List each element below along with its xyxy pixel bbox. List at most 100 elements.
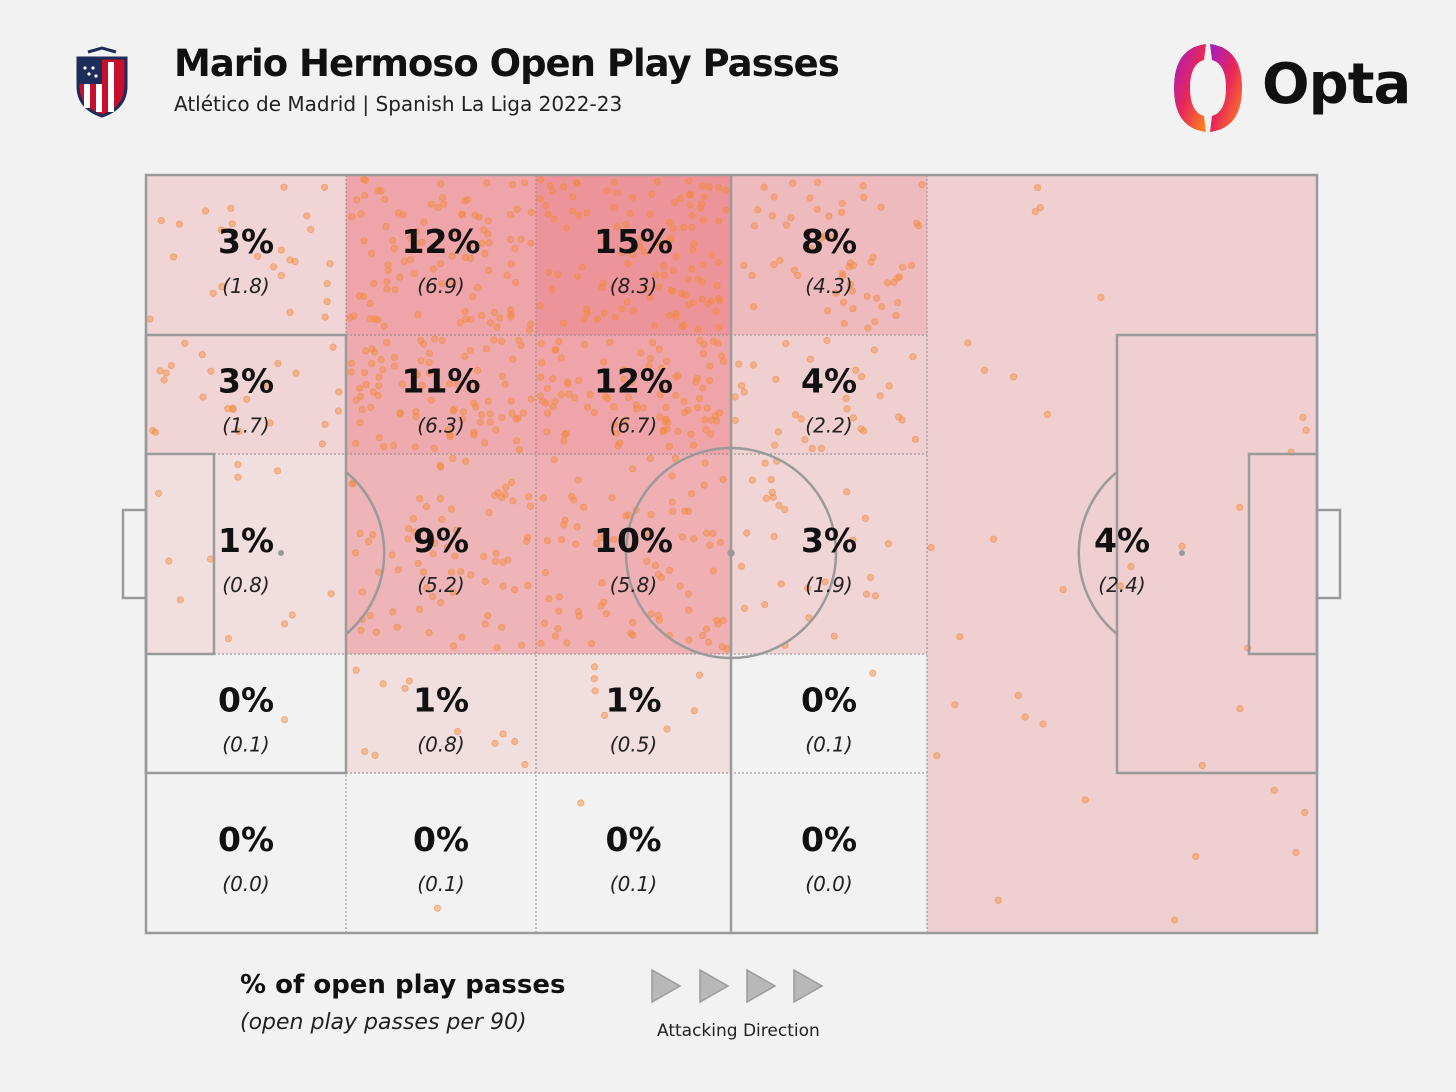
- pass-dot: [655, 283, 663, 291]
- pass-dot: [613, 223, 621, 231]
- zone-fill-final-third: [927, 175, 1317, 933]
- pass-dot: [714, 339, 722, 347]
- pass-dot: [593, 315, 602, 323]
- pass-dot: [600, 598, 608, 606]
- pass-dot: [507, 306, 515, 314]
- pass-dot: [662, 403, 670, 411]
- pass-dot: [690, 240, 698, 248]
- pass-dot: [307, 225, 315, 234]
- pass-dot: [480, 439, 489, 447]
- pass-dot: [510, 586, 519, 594]
- pass-dot: [597, 602, 605, 610]
- pass-dot: [366, 299, 374, 308]
- pass-dot: [699, 384, 707, 392]
- pass-dot: [615, 439, 624, 447]
- pass-dot: [695, 395, 704, 403]
- pass-dot: [428, 592, 437, 601]
- pass-dot: [749, 361, 758, 369]
- pass-dot: [760, 183, 768, 191]
- pass-dot: [639, 404, 648, 412]
- pass-dot: [217, 226, 226, 234]
- pass-dot: [761, 600, 769, 609]
- pass-dot: [618, 305, 626, 313]
- pass-dot: [277, 246, 285, 254]
- pass-dot: [527, 320, 535, 328]
- pass-dot: [590, 408, 599, 417]
- pass-dot: [507, 260, 515, 268]
- pass-dot: [425, 369, 433, 377]
- pass-dot: [1021, 713, 1029, 721]
- pass-dot: [715, 409, 724, 417]
- pass-dot: [624, 260, 632, 268]
- pass-dot: [842, 488, 851, 496]
- pass-dot: [704, 638, 713, 646]
- pass-dot: [504, 556, 512, 564]
- pass-dot: [362, 381, 370, 389]
- pass-dot: [640, 248, 648, 256]
- pass-dot: [644, 529, 652, 538]
- pass-dot: [656, 240, 664, 248]
- zone-pct-label-r4c1: 0%: [218, 681, 274, 720]
- pass-dot: [600, 358, 608, 366]
- pass-dot: [611, 420, 619, 428]
- pass-dot: [1081, 796, 1089, 804]
- pass-dot: [715, 217, 723, 225]
- pass-dot: [374, 316, 382, 324]
- pass-dot: [894, 298, 902, 307]
- pass-dot: [655, 345, 663, 353]
- pass-dot: [567, 492, 576, 500]
- pass-dot: [707, 416, 716, 424]
- pass-dot: [157, 217, 165, 225]
- pass-dot: [628, 618, 637, 627]
- pass-dot: [646, 210, 654, 218]
- pass-dot: [520, 179, 529, 187]
- pass-dot: [933, 752, 941, 760]
- pass-dot: [737, 381, 746, 390]
- pass-dot: [668, 498, 676, 506]
- pass-dot: [484, 612, 492, 620]
- pass-dot: [484, 397, 492, 405]
- zone-fill-r3c2: [346, 454, 536, 654]
- pass-dot: [377, 187, 385, 195]
- pass-dot: [808, 444, 816, 452]
- pass-dot: [458, 415, 467, 423]
- pass-dot: [359, 588, 367, 596]
- zone-fill-r1c2: [346, 175, 536, 335]
- pass-dot: [611, 313, 619, 321]
- pass-dot: [559, 183, 568, 191]
- pass-dot: [871, 592, 880, 600]
- pass-dot: [411, 443, 419, 451]
- pass-dot: [637, 349, 645, 357]
- pass-dot: [909, 353, 917, 361]
- pass-dot: [548, 375, 557, 383]
- zone-rate-label-r4c4: (0.1): [805, 733, 852, 757]
- pass-dot: [787, 214, 795, 222]
- pass-dot: [690, 707, 699, 715]
- pass-dot: [1302, 426, 1310, 434]
- pass-dot: [542, 201, 550, 209]
- pass-dot: [476, 418, 484, 426]
- legend-title: % of open play passes: [240, 970, 566, 1000]
- pass-dot: [358, 405, 366, 414]
- pass-dot: [823, 307, 832, 315]
- pass-dot: [618, 249, 626, 257]
- pass-dot: [685, 636, 693, 644]
- pass-dot: [543, 537, 552, 545]
- pass-dot: [473, 283, 482, 292]
- pass-dot: [699, 260, 707, 269]
- pass-dot: [600, 531, 609, 540]
- pass-dot: [846, 280, 855, 288]
- pass-dot: [438, 515, 446, 523]
- pass-dot: [561, 516, 569, 524]
- centre-circle: [624, 446, 838, 660]
- pass-dot: [485, 239, 493, 247]
- pass-dot: [687, 430, 695, 438]
- pass-dot: [440, 200, 448, 208]
- pass-dot: [580, 503, 588, 511]
- pass-dot: [859, 182, 867, 190]
- pass-dot: [461, 352, 469, 360]
- pass-dot: [684, 275, 692, 283]
- pass-dot: [838, 269, 846, 278]
- pass-dot: [807, 244, 815, 253]
- pass-dot: [537, 639, 545, 648]
